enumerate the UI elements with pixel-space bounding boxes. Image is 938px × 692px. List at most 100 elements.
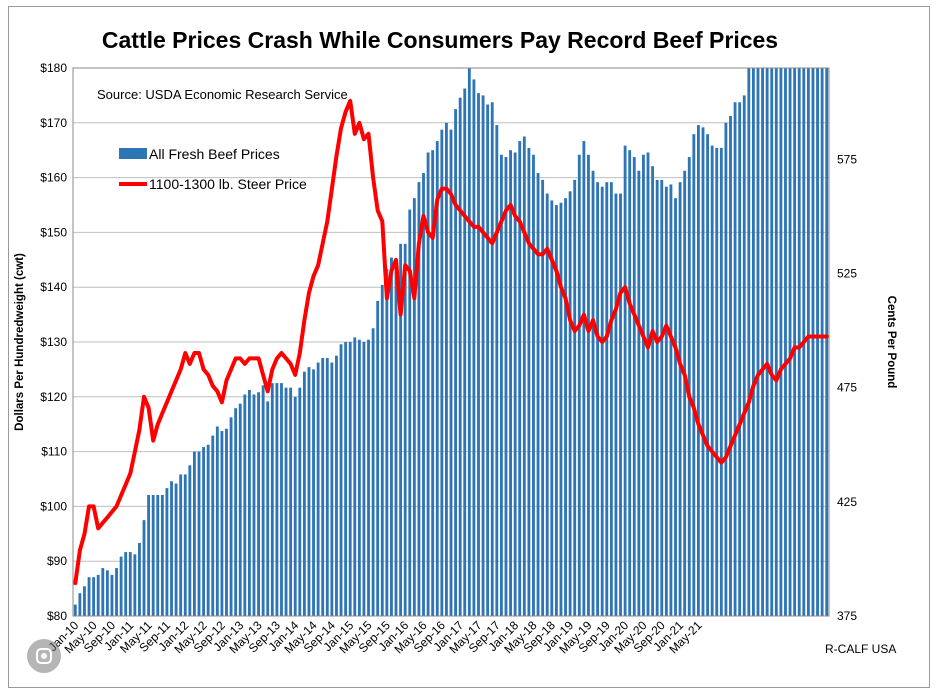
left-axis-ticks: $80 $90 $100 $110 $120 $130 $140 $150 $160 $170 $1… <box>40 61 67 623</box>
bar <box>390 257 393 616</box>
bar <box>211 435 215 616</box>
plot-area-border <box>72 67 830 617</box>
bar <box>179 474 183 616</box>
bar <box>664 186 668 616</box>
bar <box>527 147 531 616</box>
bar <box>202 447 206 616</box>
bar <box>394 262 398 616</box>
bar <box>522 136 526 616</box>
bar <box>642 154 645 616</box>
bar <box>765 68 769 616</box>
lens-icon <box>36 648 52 664</box>
left-tick-label: $160 <box>40 171 67 185</box>
bar <box>779 68 783 616</box>
bar <box>660 179 664 616</box>
bar <box>321 357 325 616</box>
bar <box>147 494 151 616</box>
bar <box>751 68 755 616</box>
bar <box>270 383 274 616</box>
bar <box>573 179 577 616</box>
right-tick-label: 475 <box>837 381 857 395</box>
bar <box>806 68 810 616</box>
bar <box>532 154 535 616</box>
line-series <box>73 98 829 586</box>
right-axis-title: Cents Per Pound <box>885 296 897 389</box>
bar <box>362 342 366 616</box>
bar <box>385 268 389 616</box>
bar <box>357 339 361 616</box>
bar <box>458 97 462 616</box>
bar <box>449 129 453 616</box>
bar <box>257 392 260 616</box>
bar <box>619 193 622 617</box>
bar <box>156 494 160 616</box>
bar <box>770 68 774 616</box>
bar <box>307 367 311 616</box>
bar <box>312 369 315 616</box>
bar <box>623 145 627 616</box>
bar <box>280 383 283 616</box>
bar <box>536 173 540 617</box>
image-search-badge[interactable] <box>27 639 61 673</box>
bar <box>820 68 824 616</box>
bar <box>160 494 164 616</box>
bar <box>454 109 458 616</box>
bar <box>587 154 590 616</box>
chart-title: Cattle Prices Crash While Consumers Pay … <box>102 27 778 53</box>
bar <box>92 577 96 616</box>
bar <box>124 552 128 616</box>
left-tick-label: $100 <box>40 499 67 513</box>
bar <box>655 179 659 616</box>
bar <box>275 383 279 616</box>
right-tick-label: 525 <box>837 267 857 281</box>
left-tick-label: $180 <box>40 61 67 75</box>
bar <box>816 68 819 616</box>
left-tick-label: $140 <box>40 280 67 294</box>
bar <box>628 150 632 616</box>
bar <box>339 344 343 616</box>
bar <box>467 68 471 616</box>
bar <box>412 198 416 616</box>
bar <box>225 428 228 616</box>
bar <box>266 401 270 616</box>
bar <box>554 205 558 616</box>
bar <box>784 68 787 616</box>
left-axis-title: Dollars Per Hundredweight (cwt) <box>14 253 26 431</box>
bar <box>481 95 485 616</box>
left-tick-label: $170 <box>40 116 67 130</box>
bar <box>582 141 586 617</box>
bar <box>403 243 407 617</box>
bar <box>302 371 306 616</box>
bar <box>78 593 82 616</box>
bar <box>435 141 439 617</box>
right-tick-label: 575 <box>837 152 857 166</box>
bar <box>499 154 503 616</box>
bar <box>348 342 352 616</box>
bar <box>119 556 123 616</box>
bar <box>738 102 742 616</box>
bar <box>651 166 655 616</box>
bar <box>183 474 187 616</box>
bar <box>243 394 247 616</box>
bar <box>486 104 490 617</box>
bar <box>513 152 517 616</box>
bar <box>353 337 357 616</box>
bar <box>687 157 691 617</box>
legend: All Fresh Beef Prices 1100-1300 lb. Stee… <box>119 146 307 192</box>
bar <box>696 125 700 616</box>
bar <box>115 568 118 616</box>
bar <box>229 417 233 616</box>
bar <box>440 129 444 616</box>
bar <box>215 426 219 616</box>
bar <box>289 387 293 616</box>
bar <box>559 202 563 616</box>
bar <box>683 170 687 616</box>
bar <box>701 127 705 616</box>
bar <box>733 102 737 616</box>
legend-line-label: 1100-1300 lb. Steer Price <box>149 176 307 192</box>
bar <box>550 200 554 616</box>
bar <box>133 554 137 616</box>
right-axis-ticks: 375 425 475 525 575 <box>837 152 857 623</box>
bar <box>811 68 815 616</box>
left-tick-label: $110 <box>41 445 67 459</box>
